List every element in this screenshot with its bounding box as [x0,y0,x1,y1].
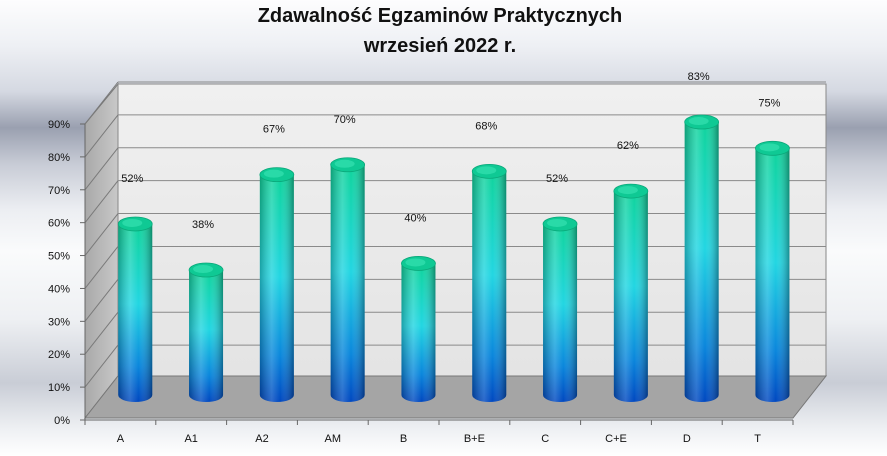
data-label: 70% [334,114,356,126]
bar-top-highlight [688,117,709,126]
bar [613,183,649,402]
chart-title: Zdawalność Egzaminów Praktycznych [258,5,623,27]
x-tick-label: AM [325,433,342,445]
bar [471,163,507,402]
bar [259,167,295,402]
data-label: 38% [192,219,214,231]
x-axis: A A1 A2 AM B B+E C C+E D T [84,420,794,445]
y-tick-label: 70% [48,185,70,197]
y-tick-label: 50% [48,251,70,263]
bar-shading [684,122,719,403]
value-labels: 52% 38% 67% 70% 40% 68% 52% 62% 83% 75% [121,71,780,231]
bar-shading [118,223,153,402]
x-tick-label: D [683,433,691,445]
bar [542,216,578,402]
data-label: 83% [688,71,710,83]
bar-shading [472,171,507,402]
grid-line [84,180,119,223]
bar [684,114,720,403]
bar-top-highlight [759,143,780,152]
bar-top-highlight [547,218,568,227]
bar-top-highlight [263,169,284,178]
side-wall [84,82,119,420]
bar-shading [259,174,294,402]
bar-shading [401,263,436,402]
grid-line [84,81,119,125]
grid-line [84,213,119,256]
x-tick-label: A1 [184,433,197,445]
y-tick-label: 40% [48,283,70,295]
bar-top-highlight [476,166,497,175]
y-axis: 0% 10% 20% 30% 40% 50% 60% 70% 80% 90% [48,119,85,427]
y-tick-label: 90% [48,119,70,131]
bar-top-highlight [122,218,143,227]
x-tick-label: C [541,433,549,445]
bar-top-highlight [617,186,638,195]
x-tick-label: A [117,433,125,445]
bar-shading [613,191,648,402]
grid-line [84,344,119,388]
grid-line [84,311,119,355]
bar [330,157,366,402]
y-tick-label: 0% [54,415,70,427]
data-label: 40% [404,212,426,224]
bar-shading [543,223,578,402]
bar [188,262,224,402]
bar-shading [330,164,365,402]
grid-line [84,246,119,289]
bars [117,114,790,403]
data-label: 62% [617,140,639,152]
y-tick-label: 20% [48,349,70,361]
grid-line [84,147,119,191]
bar-top-highlight [405,258,426,267]
data-label: 75% [758,97,780,109]
x-tick-label: B+E [464,433,485,445]
bar-top-highlight [193,265,214,274]
y-tick-label: 60% [48,218,70,230]
data-label: 52% [121,173,143,185]
x-tick-label: T [754,433,761,445]
grid-line [84,114,119,158]
x-tick-label: C+E [605,433,627,445]
data-label: 68% [475,120,497,132]
chart-subtitle: wrzesień 2022 r. [363,35,516,57]
bar [755,140,790,402]
data-label: 52% [546,173,568,185]
x-tick-label: B [400,433,407,445]
back-wall [117,83,827,377]
bar-shading [755,148,790,402]
y-tick-label: 80% [48,152,70,164]
bar [117,216,153,402]
y-tick-label: 30% [48,316,70,328]
data-label: 67% [263,124,285,136]
bar-top-highlight [334,159,355,168]
x-tick-label: A2 [255,433,268,445]
grid-line [84,279,119,322]
bar [401,256,436,402]
bar-shading [189,270,224,402]
y-tick-label: 10% [48,382,70,394]
